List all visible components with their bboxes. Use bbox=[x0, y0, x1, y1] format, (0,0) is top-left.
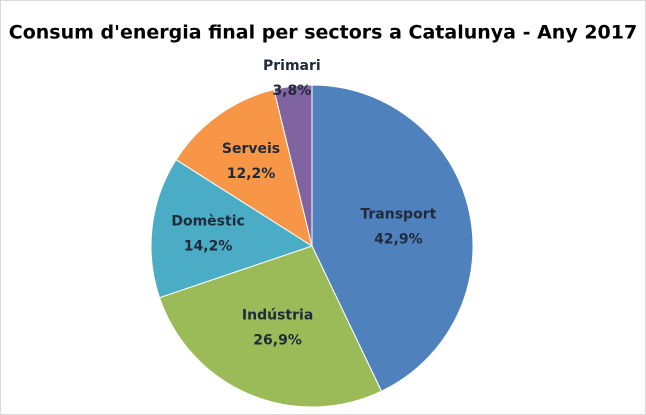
slice-value-label: 26,9% bbox=[253, 333, 302, 349]
slice-label: Domèstic bbox=[171, 214, 244, 230]
slice-label: Primari bbox=[263, 58, 321, 74]
pie-slice bbox=[150, 159, 314, 299]
slice-value-label: 3,8% bbox=[272, 83, 311, 99]
pie-slice bbox=[311, 84, 474, 392]
pie-slice bbox=[175, 88, 313, 248]
slice-value-label: 12,2% bbox=[227, 166, 276, 182]
pie-slice bbox=[158, 245, 383, 408]
pie-slice bbox=[273, 84, 313, 247]
slice-label: Transport bbox=[360, 206, 436, 222]
slice-label: Serveis bbox=[222, 141, 280, 157]
slice-value-label: 42,9% bbox=[374, 231, 423, 247]
slice-value-label: 14,2% bbox=[184, 239, 233, 255]
chart-title: Consum d'energia final per sectors a Cat… bbox=[9, 22, 637, 44]
slice-label: Indústria bbox=[242, 308, 313, 324]
